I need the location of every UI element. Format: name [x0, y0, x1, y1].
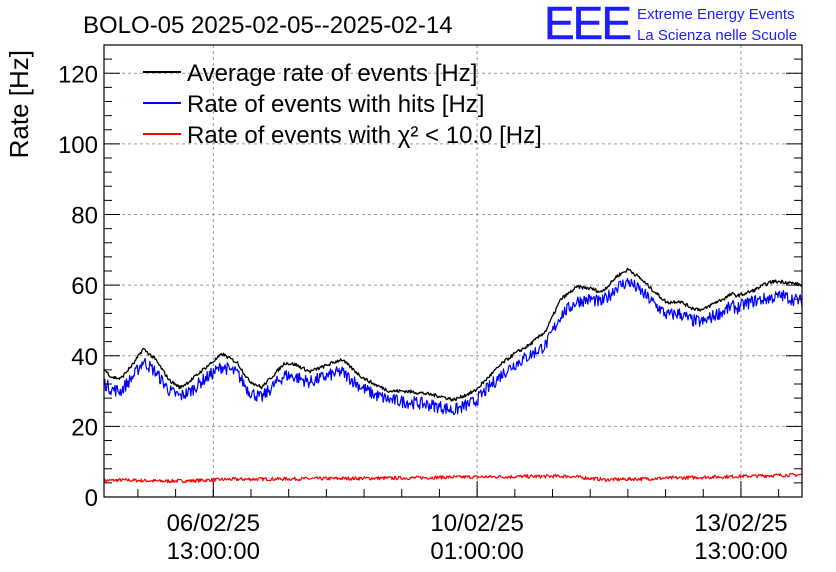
eee-logo-mark: EEE — [544, 0, 630, 49]
legend: Average rate of events [Hz] Rate of even… — [143, 60, 542, 149]
y-tick-label: 20 — [71, 414, 98, 441]
eee-logo-line1: Extreme Energy Events — [637, 6, 795, 23]
y-tick-label: 120 — [58, 61, 98, 88]
axes: 02040608010012006/02/2513:00:0010/02/250… — [58, 44, 803, 565]
legend-label-average: Average rate of events [Hz] — [187, 60, 477, 87]
series-rate-chi2 — [103, 472, 803, 484]
eee-logo: EEE Extreme Energy Events La Scienza nel… — [544, 0, 797, 49]
y-tick-label: 80 — [71, 203, 98, 230]
eee-logo-line2: La Scienza nelle Scuole — [637, 27, 797, 44]
y-tick-label: 40 — [71, 344, 98, 371]
y-axis-label: Rate [Hz] — [4, 50, 34, 158]
chart-title: BOLO-05 2025-02-05--2025-02-14 — [83, 12, 453, 39]
grid — [104, 45, 802, 497]
y-tick-label: 100 — [58, 132, 98, 159]
x-tick-label-date: 06/02/25 — [167, 510, 260, 537]
series-average-rate — [103, 267, 803, 402]
x-tick-label-time: 13:00:00 — [167, 538, 260, 565]
x-tick-label-date: 13/02/25 — [694, 510, 787, 537]
legend-label-chi2: Rate of events with χ² < 10.0 [Hz] — [187, 122, 542, 149]
plot-frame — [103, 44, 803, 498]
y-tick-label: 60 — [71, 273, 98, 300]
series-rate-with-hits — [103, 277, 803, 416]
y-tick-label: 0 — [85, 485, 98, 512]
series-layer — [103, 267, 803, 484]
x-tick-label-date: 10/02/25 — [430, 510, 523, 537]
legend-label-hits: Rate of events with hits [Hz] — [187, 91, 484, 118]
x-tick-label-time: 01:00:00 — [430, 538, 523, 565]
x-tick-label-time: 13:00:00 — [694, 538, 787, 565]
